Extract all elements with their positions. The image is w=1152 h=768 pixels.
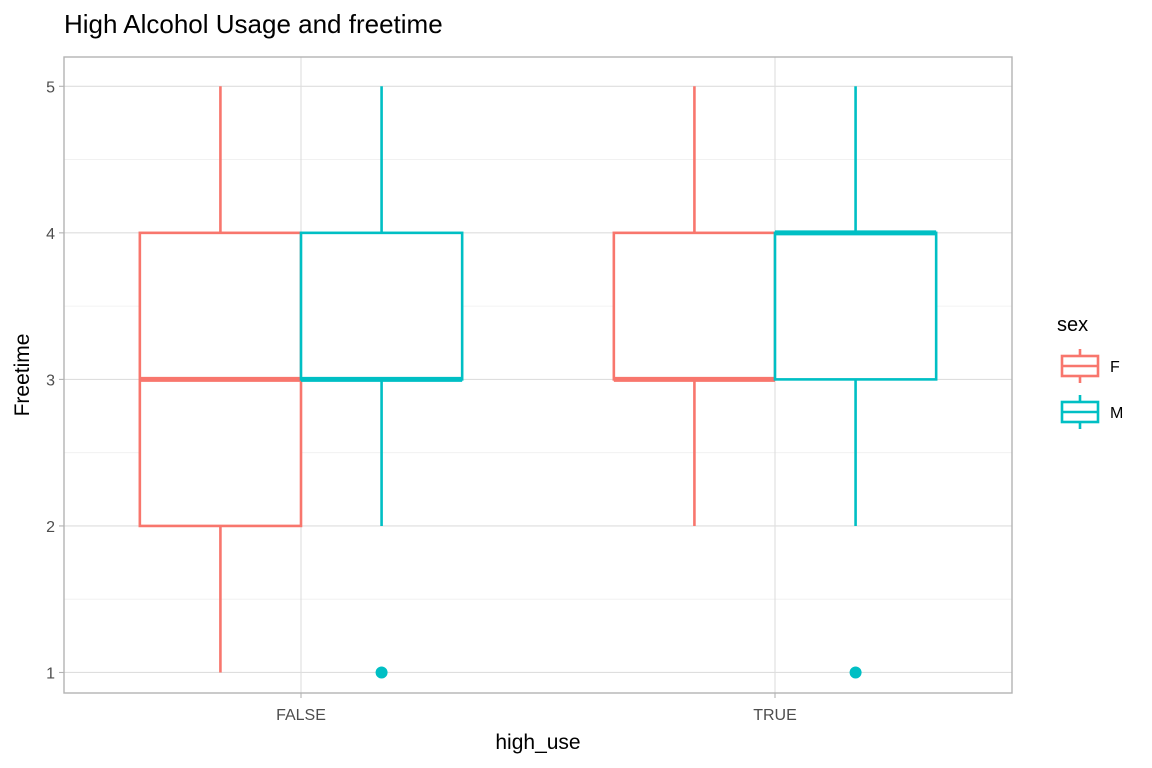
box-F-TRUE	[612, 86, 777, 526]
x-axis-title: high_use	[495, 731, 580, 754]
outlier-point	[849, 666, 862, 679]
box-series	[138, 86, 938, 679]
box-iqr	[773, 231, 938, 381]
box-F-FALSE	[138, 86, 303, 673]
y-tick-label: 3	[46, 372, 55, 389]
outlier-point	[375, 666, 388, 679]
series-F	[138, 86, 777, 673]
y-tick-label: 4	[46, 226, 55, 243]
box-M-FALSE	[299, 86, 464, 679]
legend-title: sex	[1057, 314, 1088, 336]
legend-item-M: M	[1060, 395, 1123, 429]
legend-label: M	[1110, 405, 1123, 422]
y-tick-label: 5	[46, 79, 55, 96]
x-axis: FALSE TRUE	[276, 693, 797, 724]
legend: sex F M	[1057, 314, 1123, 429]
series-M	[299, 86, 938, 679]
box-iqr	[612, 231, 777, 381]
legend-label: F	[1110, 359, 1120, 376]
legend-item-F: F	[1060, 349, 1120, 383]
x-tick-label: FALSE	[276, 707, 326, 724]
x-tick-label: TRUE	[753, 707, 797, 724]
chart-title: High Alcohol Usage and freetime	[64, 9, 443, 39]
y-tick-label: 2	[46, 519, 55, 536]
panel-border	[63, 56, 1013, 694]
y-axis-title: Freetime	[11, 334, 34, 417]
y-axis: 1 2 3 4 5	[46, 79, 64, 682]
box-M-TRUE	[773, 86, 938, 679]
box-iqr	[299, 231, 464, 381]
y-tick-label: 1	[46, 665, 55, 682]
